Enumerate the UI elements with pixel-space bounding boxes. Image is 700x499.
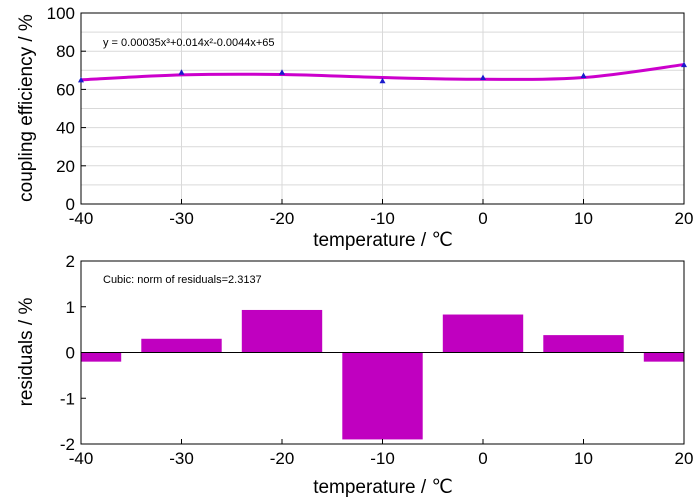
y-tick-label: 1 <box>66 298 75 317</box>
x-tick-label: -10 <box>370 449 395 468</box>
data-point <box>580 72 587 78</box>
measured-points <box>78 61 687 84</box>
x-tick-label: -30 <box>169 449 194 468</box>
x-tick-label: 0 <box>478 449 487 468</box>
x-tick-label: -20 <box>270 449 295 468</box>
data-point <box>379 77 386 84</box>
x-tick-label: 20 <box>675 449 694 468</box>
x-tick-label: 0 <box>478 209 487 228</box>
residual-bar <box>543 335 624 353</box>
fit-plot-x-label: temperature / ℃ <box>313 230 453 251</box>
y-tick-label: 0 <box>66 195 75 214</box>
residual-bar <box>342 352 423 440</box>
y-tick-label: 20 <box>56 157 75 176</box>
y-tick-label: -1 <box>60 389 75 408</box>
x-tick-label: -20 <box>270 209 295 228</box>
residual-bar <box>643 352 684 362</box>
x-tick-label: 10 <box>574 449 593 468</box>
x-tick-label: -30 <box>169 209 194 228</box>
x-tick-label: -10 <box>370 209 395 228</box>
y-tick-label: -2 <box>60 435 75 454</box>
x-tick-label: -40 <box>69 209 94 228</box>
residual-bar <box>141 338 222 353</box>
x-tick-label: 10 <box>574 209 593 228</box>
x-tick-label: -40 <box>69 449 94 468</box>
fit-plot: -40 -30 -20 -10 0 10 20 0 20 40 60 80 100 y = 0.0003… <box>16 4 693 251</box>
residual-bar <box>241 309 323 353</box>
x-tick-label: 20 <box>675 209 694 228</box>
y-tick-label: 100 <box>47 4 75 23</box>
residuals-annotation: Cubic: norm of residuals=2.3137 <box>103 274 262 286</box>
residuals-plot-x-label: temperature / ℃ <box>313 477 453 498</box>
data-point <box>480 74 486 81</box>
data-point <box>681 61 687 68</box>
fit-plot-ticks: -40 -30 -20 -10 0 10 20 0 20 40 60 80 100 <box>47 4 694 228</box>
residual-bar <box>81 352 122 362</box>
data-point <box>78 76 84 83</box>
y-tick-label: 0 <box>66 344 75 363</box>
fit-plot-y-label: coupling efficiency / % <box>16 14 37 202</box>
fit-plot-grid <box>81 13 684 204</box>
data-point <box>279 69 285 75</box>
residuals-plot-y-label: residuals / % <box>16 298 37 407</box>
residual-bars <box>81 309 684 440</box>
fit-equation: y = 0.00035x³+0.014x²-0.0044x+65 <box>103 37 275 49</box>
residual-bar <box>442 314 524 353</box>
y-tick-label: 80 <box>56 42 75 61</box>
y-tick-label: 2 <box>66 252 75 271</box>
data-point <box>178 69 185 75</box>
y-tick-label: 40 <box>56 119 75 138</box>
y-tick-label: 60 <box>56 80 75 99</box>
